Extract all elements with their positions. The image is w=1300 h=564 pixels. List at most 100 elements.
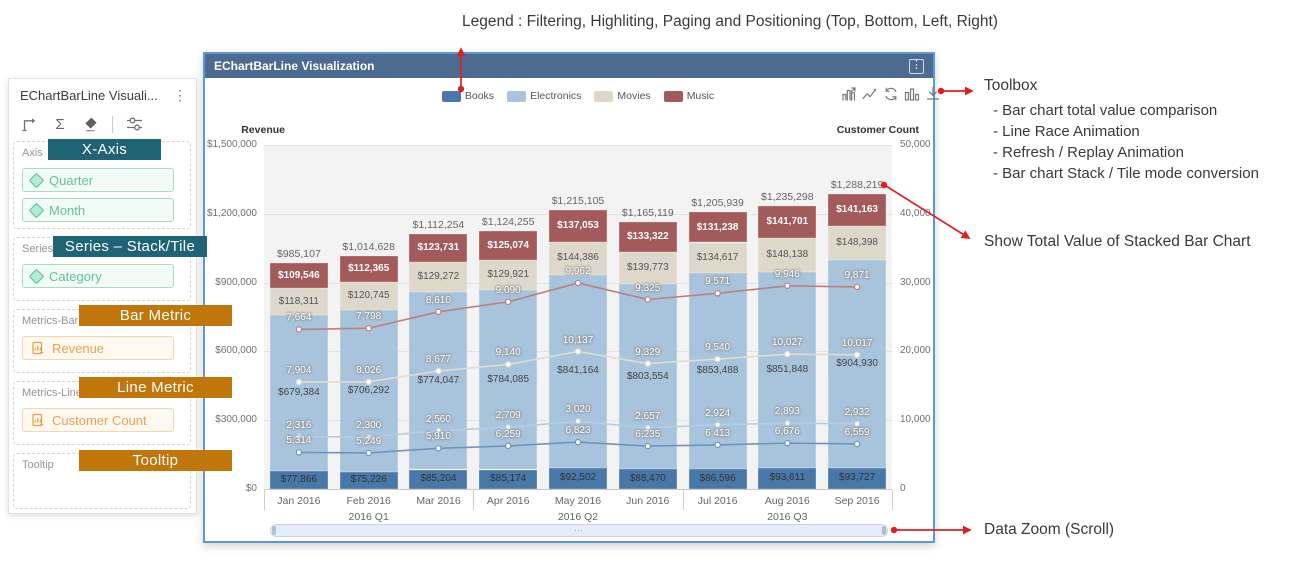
bar-value-label: $129,921 bbox=[487, 268, 530, 280]
bar-segment-books[interactable] bbox=[479, 469, 538, 489]
bar-total-label: $1,165,119 bbox=[621, 206, 674, 219]
legend-label: Movies bbox=[617, 90, 651, 102]
y-axis-tick-right: 40,000 bbox=[900, 207, 931, 219]
line-value-label: 10,017 bbox=[841, 337, 873, 349]
bar-segment-books[interactable] bbox=[269, 471, 328, 489]
bar-total-icon[interactable] bbox=[841, 86, 857, 102]
bar-segment-music[interactable] bbox=[409, 233, 468, 263]
line-value-label: 5,910 bbox=[425, 431, 451, 443]
axis-section: Axis Quarter Month bbox=[13, 141, 191, 229]
bar-segment-music[interactable] bbox=[758, 205, 817, 239]
bar-segment-books[interactable] bbox=[828, 467, 887, 489]
toolbox-annotation-item: - Bar chart Stack / Tile mode conversion bbox=[993, 165, 1259, 182]
bar-segment-books[interactable] bbox=[618, 468, 677, 489]
bar-value-label: $93,611 bbox=[769, 472, 805, 484]
bar-value-label: $131,238 bbox=[696, 221, 739, 233]
sigma-icon[interactable]: Σ bbox=[55, 115, 65, 133]
month-label: Jul 2016 bbox=[697, 495, 738, 507]
download-icon[interactable] bbox=[925, 86, 941, 102]
bar-value-label: $86,596 bbox=[699, 473, 736, 485]
bar-value-label: $134,617 bbox=[696, 252, 739, 263]
bar-segment-movies[interactable] bbox=[618, 252, 677, 285]
metrics-bar-section: Metrics-Bar Revenue bbox=[13, 309, 191, 373]
y-axis-tick-right: 30,000 bbox=[900, 276, 931, 288]
bar-segment-music[interactable] bbox=[479, 231, 538, 260]
line-value-label: 9,571 bbox=[705, 276, 731, 288]
section-label-series: Series bbox=[22, 243, 54, 255]
datazoom-scrollbar[interactable]: ⋯ bbox=[270, 524, 888, 537]
refresh-icon[interactable] bbox=[883, 86, 899, 102]
bar-segment-movies[interactable] bbox=[828, 225, 887, 260]
line-value-label: 2,893 bbox=[774, 406, 800, 418]
legend-item-electronics[interactable]: Electronics bbox=[507, 90, 581, 102]
section-label-tooltip: Tooltip bbox=[22, 459, 54, 471]
bar-total-label: $1,014,628 bbox=[342, 241, 395, 254]
datazoom-handle-right[interactable] bbox=[882, 526, 886, 535]
bar-segment-books[interactable] bbox=[409, 469, 468, 489]
field-item-customer-count[interactable]: Customer Count bbox=[22, 408, 174, 432]
bar-segment-movies[interactable] bbox=[549, 241, 607, 275]
quarter-label: 2016 Q3 bbox=[767, 511, 808, 523]
bar-value-label: $85,174 bbox=[490, 473, 527, 485]
stack-bar-icon[interactable] bbox=[904, 86, 920, 102]
field-item-category[interactable]: Category bbox=[22, 264, 174, 288]
field-item-quarter[interactable]: Quarter bbox=[22, 168, 174, 192]
field-label: Revenue bbox=[52, 340, 105, 356]
month-label: May 2016 bbox=[554, 495, 602, 507]
left-axis-title: Revenue bbox=[241, 124, 285, 136]
dimension-diamond-icon bbox=[28, 268, 45, 284]
datazoom-grip-dots: ⋯ bbox=[574, 525, 584, 535]
dimension-diamond-icon bbox=[28, 202, 45, 218]
month-label: Jan 2016 bbox=[277, 495, 321, 507]
bar-segment-books[interactable] bbox=[758, 467, 817, 489]
eraser-icon[interactable] bbox=[81, 114, 101, 134]
toolbox-annotation-list: - Bar chart total value comparison - Lin… bbox=[993, 100, 1259, 184]
gridline bbox=[264, 145, 892, 146]
line-value-label: 6,235 bbox=[635, 429, 661, 441]
bar-segment-music[interactable] bbox=[618, 221, 677, 253]
line-race-icon[interactable] bbox=[862, 86, 878, 102]
legend-swatch bbox=[663, 90, 683, 102]
bar-segment-music[interactable] bbox=[828, 193, 887, 226]
field-item-revenue[interactable]: Revenue bbox=[22, 336, 174, 360]
panel-toolbar: Σ bbox=[19, 112, 144, 136]
bar-value-label: $92,502 bbox=[559, 472, 597, 484]
y-axis-tick-right: 50,000 bbox=[900, 139, 931, 150]
field-item-month[interactable]: Month bbox=[22, 198, 174, 222]
bar-value-label: $139,773 bbox=[626, 262, 669, 274]
line-value-label: 9,329 bbox=[635, 346, 661, 358]
line-value-label: 9,090 bbox=[495, 284, 521, 296]
bar-segment-books[interactable] bbox=[339, 471, 398, 489]
line-value-label: 3,020 bbox=[565, 404, 591, 416]
bar-segment-movies[interactable] bbox=[758, 238, 817, 273]
legend-item-movies[interactable]: Movies bbox=[594, 90, 651, 102]
line-value-label: 2,924 bbox=[705, 407, 731, 419]
chart-window: EChartBarLine Visualization ⋮ $0 0 $300,00… bbox=[203, 52, 940, 543]
pivot-icon[interactable] bbox=[19, 114, 39, 134]
dimension-diamond-icon bbox=[28, 172, 45, 188]
bar-segment-music[interactable] bbox=[549, 210, 607, 242]
chart-canvas: $0 0 $300,000 10,000 $600,000 20,000 $900,000 3… bbox=[205, 54, 940, 541]
datazoom-handle-left[interactable] bbox=[272, 526, 276, 535]
quarter-label: 2016 Q1 bbox=[348, 511, 389, 523]
panel-menu-icon[interactable]: ⋮ bbox=[173, 87, 187, 103]
sliders-icon[interactable] bbox=[124, 114, 144, 134]
bar-segment-music[interactable] bbox=[688, 212, 747, 243]
y-axis-tick-left: $1,200,000 bbox=[206, 207, 257, 219]
bar-segment-movies[interactable] bbox=[688, 242, 747, 274]
y-axis-tick-left: $600,000 bbox=[215, 345, 257, 357]
bar-value-label: $123,731 bbox=[417, 242, 460, 254]
line-value-label: 5,314 bbox=[286, 435, 312, 447]
bar-total-label: $1,205,939 bbox=[691, 197, 744, 210]
bar-segment-books[interactable] bbox=[549, 467, 607, 489]
legend-item-music[interactable]: Music bbox=[663, 90, 714, 102]
bar-total-label: $1,288,219 bbox=[830, 178, 884, 191]
legend-item-books[interactable]: Books bbox=[441, 90, 494, 102]
bar-value-label: $88,470 bbox=[629, 472, 666, 484]
metrics-line-section: Metrics-Line Customer Count bbox=[13, 381, 191, 445]
data-zoom-annotation: Data Zoom (Scroll) bbox=[984, 521, 1115, 538]
bar-segment-books[interactable] bbox=[688, 469, 747, 489]
window-menu-icon[interactable]: ⋮ bbox=[909, 58, 924, 74]
bar-value-label: $129,272 bbox=[417, 271, 460, 283]
bar-segment-music[interactable] bbox=[339, 256, 398, 283]
